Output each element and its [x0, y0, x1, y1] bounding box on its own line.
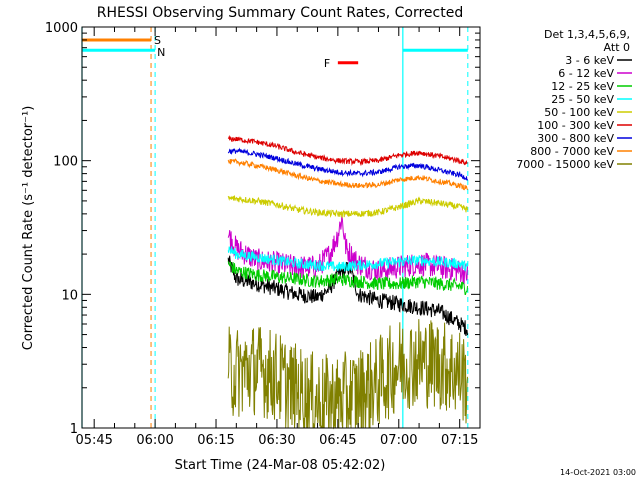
legend-label-8: 7000 - 15000 keV: [516, 158, 614, 171]
x-tick-label: 06:00: [136, 433, 173, 448]
y-tick-label: 1: [70, 422, 78, 437]
chart-title: RHESSI Observing Summary Count Rates, Co…: [97, 5, 463, 21]
x-tick-label: 07:15: [441, 433, 478, 448]
legend-label-4: 50 - 100 keV: [544, 106, 614, 119]
x-tick-label: 06:45: [319, 433, 356, 448]
timestamp: 14-Oct-2021 03:00: [560, 468, 636, 477]
y-tick-label: 10: [61, 288, 78, 303]
x-tick-label: 07:00: [380, 433, 417, 448]
legend-header-line-1: Det 1,3,4,5,6,9,: [544, 28, 630, 41]
legend-header-line-2: Att 0: [604, 41, 630, 54]
series-line-5: [227, 134, 468, 167]
series-line-3: [227, 246, 468, 273]
legend-label-0: 3 - 6 keV: [565, 54, 614, 67]
x-axis-label: Start Time (24-Mar-08 05:42:02): [175, 458, 386, 473]
legend-label-3: 25 - 50 keV: [551, 93, 614, 106]
x-tick-label: 05:45: [75, 433, 112, 448]
legend-label-6: 300 - 800 keV: [537, 132, 614, 145]
x-axis: 05:45 06:00 06:15 06:30 06:45 07:00 07:15: [75, 27, 481, 448]
flare-label: F: [324, 57, 330, 70]
series-line-2: [227, 260, 468, 295]
plot-frame: [81, 26, 481, 429]
legend-label-2: 12 - 25 keV: [551, 80, 614, 93]
series-line-6: [227, 147, 468, 181]
series-line-4: [227, 195, 468, 219]
series-line-7: [227, 158, 468, 191]
y-axis: 1 10 100 1000: [45, 21, 480, 437]
x-tick-label: 06:30: [258, 433, 295, 448]
series-line-1: [227, 215, 468, 285]
legend-label-7: 800 - 7000 keV: [530, 145, 614, 158]
y-axis-label: Corrected Count Rate (s⁻¹ detector⁻¹): [21, 106, 36, 351]
y-tick-label: 100: [53, 155, 78, 170]
night-label: N: [157, 46, 165, 59]
legend-label-1: 6 - 12 keV: [558, 67, 614, 80]
saa-label: S: [154, 34, 161, 47]
series-layer: [227, 134, 468, 430]
y-tick-label: 1000: [45, 21, 78, 36]
series-line-8: [227, 319, 468, 430]
legend-label-5: 100 - 300 keV: [537, 119, 614, 132]
x-tick-label: 06:15: [197, 433, 234, 448]
